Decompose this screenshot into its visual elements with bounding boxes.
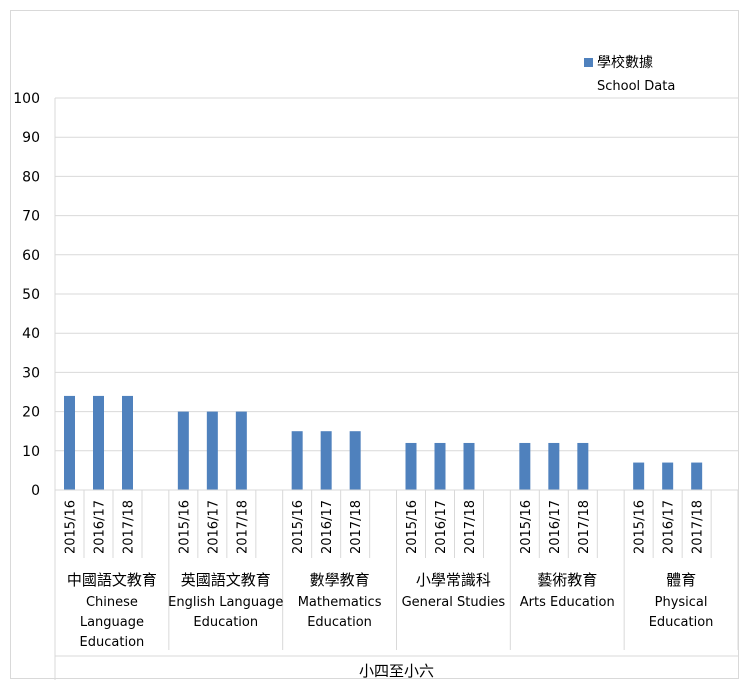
chart-border	[10, 10, 739, 679]
x-axis: 2015/16 2016/17 2017/18 中國語文教育 Chinese Langua…	[55, 489, 739, 680]
bar	[64, 395, 75, 490]
bar	[320, 431, 332, 490]
group-label-zh: 中國語文教育	[67, 571, 157, 589]
bar	[662, 462, 674, 490]
y-tick-label: 20	[22, 405, 40, 421]
bar	[691, 462, 703, 490]
x-axis-label: 小四至小六	[359, 662, 434, 680]
bar	[235, 411, 247, 490]
x-tick-label: 2017/18	[691, 500, 706, 554]
group-label-en: Education	[80, 635, 145, 650]
group-label-en: Arts Education	[520, 595, 615, 610]
group-label-en: Education	[649, 615, 714, 630]
x-tick-label: 2017/18	[577, 500, 592, 554]
x-tick-label: 2015/16	[633, 500, 648, 554]
group-label-zh: 數學教育	[310, 571, 370, 589]
group-label-en: Education	[193, 615, 258, 630]
legend-label-zh: 學校數據	[597, 54, 653, 71]
x-tick-label: 2017/18	[463, 500, 478, 554]
x-tick-label: 2015/16	[519, 500, 534, 554]
x-tick-label: 2016/17	[206, 500, 221, 554]
group-label-zh: 藝術教育	[537, 571, 597, 589]
y-tick-label: 60	[22, 248, 40, 264]
legend-swatch	[584, 58, 593, 67]
y-tick-label: 100	[13, 91, 40, 107]
group-label-zh: 小學常識科	[416, 571, 491, 589]
y-tick-label: 50	[22, 287, 40, 303]
bar	[349, 431, 361, 490]
x-tick-label: 2016/17	[548, 500, 563, 554]
gridlines	[55, 97, 738, 452]
bar	[122, 395, 133, 490]
x-tick-label: 2015/16	[64, 500, 79, 554]
group-label-zh: 英國語文教育	[181, 571, 271, 589]
legend-label-en: School Data	[597, 79, 675, 94]
group-label-en: Language	[80, 615, 144, 630]
group-label-en: Physical	[655, 595, 708, 610]
x-tick-label: 2016/17	[93, 500, 108, 554]
y-tick-label: 70	[22, 209, 40, 225]
bars	[64, 395, 703, 490]
bar	[206, 411, 218, 490]
y-tick-label: 80	[22, 169, 40, 185]
bar	[577, 442, 589, 490]
bar	[633, 462, 645, 490]
x-tick-label: 2015/16	[405, 500, 420, 554]
bar	[291, 431, 303, 490]
bar	[463, 442, 475, 490]
x-tick-label: 2017/18	[349, 500, 364, 554]
group-label-en: Mathematics	[298, 595, 382, 610]
x-tick-label: 2016/17	[662, 500, 677, 554]
group-label-en: Chinese	[86, 595, 138, 610]
bar	[177, 411, 189, 490]
bar	[434, 442, 446, 490]
legend: 學校數據 School Data	[584, 54, 675, 94]
group-label-en: Education	[307, 615, 372, 630]
group-label-en: General Studies	[402, 595, 506, 610]
x-tick-label: 2017/18	[122, 500, 137, 554]
y-tick-label: 10	[22, 444, 40, 460]
x-tick-label: 2015/16	[291, 500, 306, 554]
y-tick-label: 0	[31, 483, 40, 499]
y-tick-label: 40	[22, 326, 40, 342]
x-tick-label: 2017/18	[235, 500, 250, 554]
x-tick-label: 2016/17	[434, 500, 449, 554]
y-tick-label: 90	[22, 130, 40, 146]
bar	[93, 395, 104, 490]
x-tick-label: 2015/16	[177, 500, 192, 554]
bar	[405, 442, 417, 490]
bar	[519, 442, 531, 490]
y-tick-label: 30	[22, 365, 40, 381]
y-axis: 0 10 20 30 40 50 60 70 80 90 100	[13, 91, 56, 680]
bar	[548, 442, 560, 490]
group-label-zh: 體育	[666, 571, 696, 589]
group-label-en: English Language	[168, 595, 283, 610]
x-tick-label: 2016/17	[320, 500, 335, 554]
